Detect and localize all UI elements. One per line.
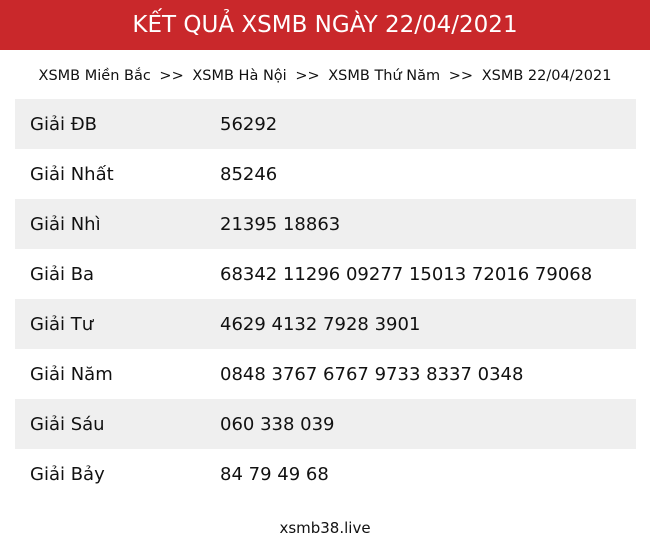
page-title: KẾT QUẢ XSMB NGÀY 22/04/2021 (0, 0, 650, 50)
table-row: Giải Bảy 84 79 49 68 (15, 449, 636, 499)
breadcrumb-separator: >> (159, 68, 184, 84)
breadcrumb-link-mien-bac[interactable]: XSMB Miền Bắc (38, 68, 151, 84)
prize-numbers: 68342 11296 09277 15013 72016 79068 (220, 263, 593, 285)
breadcrumb-link-date[interactable]: XSMB 22/04/2021 (481, 68, 612, 84)
table-row: Giải Ba 68342 11296 09277 15013 72016 790… (15, 249, 636, 299)
table-row: Giải Nhất 85246 (15, 149, 636, 199)
prize-numbers: 84 79 49 68 (220, 463, 329, 485)
prize-label: Giải Bảy (30, 463, 105, 485)
table-row: Giải ĐB 56292 (15, 99, 636, 149)
breadcrumb-separator: >> (448, 68, 474, 84)
table-row: Giải Năm 0848 3767 6767 9733 8337 0348 (15, 349, 636, 399)
prize-numbers: 4629 4132 7928 3901 (220, 313, 421, 335)
breadcrumb-link-thu-nam[interactable]: XSMB Thứ Năm (328, 68, 441, 84)
breadcrumb-separator: >> (295, 68, 320, 84)
prize-label: Giải Sáu (30, 413, 105, 435)
footer-site-name: xsmb38.live (279, 519, 371, 537)
prize-label: Giải Tư (30, 313, 94, 335)
prize-numbers: 21395 18863 (220, 213, 341, 235)
prize-numbers: 56292 (220, 113, 278, 135)
breadcrumb: XSMB Miền Bắc >> XSMB Hà Nội >> XSMB Thứ… (0, 64, 650, 88)
table-row: Giải Tư 4629 4132 7928 3901 (15, 299, 636, 349)
prize-label: Giải Ba (30, 263, 95, 285)
prize-label: Giải Năm (30, 363, 113, 385)
prize-label: Giải ĐB (30, 113, 97, 135)
prize-numbers: 0848 3767 6767 9733 8337 0348 (220, 363, 524, 385)
prize-numbers: 060 338 039 (220, 413, 335, 435)
prize-numbers: 85246 (220, 163, 278, 185)
prize-label: Giải Nhất (30, 163, 114, 185)
results-table: Giải ĐB 56292 Giải Nhất 85246 Giải Nhì 2139… (15, 99, 636, 499)
table-row: Giải Nhì 21395 18863 (15, 199, 636, 249)
prize-label: Giải Nhì (30, 213, 101, 235)
breadcrumb-link-ha-noi[interactable]: XSMB Hà Nội (192, 68, 287, 84)
table-row: Giải Sáu 060 338 039 (15, 399, 636, 449)
